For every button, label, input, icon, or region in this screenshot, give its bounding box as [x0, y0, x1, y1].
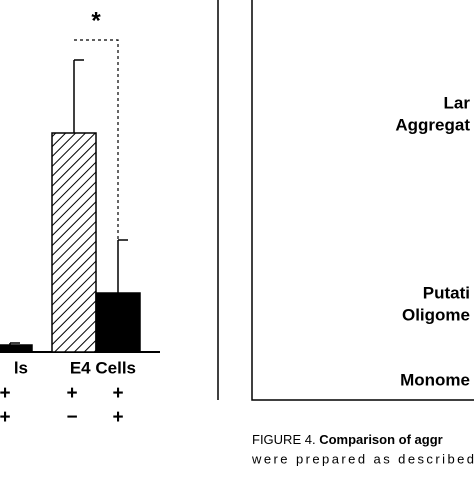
bar: [0, 344, 33, 353]
caption-line: were prepared as described: [251, 451, 474, 466]
bar: [95, 292, 141, 353]
treatment-sign: +: [0, 407, 11, 428]
error-bar: [117, 239, 128, 293]
treatment-sign: +: [66, 383, 77, 404]
treatment-sign: −: [66, 407, 77, 428]
error-bar: [73, 59, 84, 133]
gel-label: Monome: [400, 370, 470, 389]
x-tick-label: E4 Cells: [70, 358, 136, 377]
gel-label: Putati: [423, 283, 470, 302]
caption-title: Comparison of aggr: [319, 432, 443, 447]
significance-bracket: [74, 39, 119, 240]
caption: FIGURE 4. Comparison of aggr: [252, 432, 443, 447]
gel-label: Lar: [444, 93, 471, 112]
error-bar: [9, 342, 20, 345]
treatment-sign: +: [112, 407, 123, 428]
treatment-sign: +: [112, 383, 123, 404]
panel-border: [251, 0, 474, 401]
bar: [51, 132, 97, 353]
gel-label: Aggregat: [395, 115, 470, 134]
significance-label: *: [91, 7, 101, 34]
treatment-sign: +: [0, 383, 11, 404]
x-tick-label: ls: [14, 358, 28, 377]
caption-label: FIGURE 4.: [252, 432, 316, 447]
gel-label: Oligome: [402, 305, 470, 324]
